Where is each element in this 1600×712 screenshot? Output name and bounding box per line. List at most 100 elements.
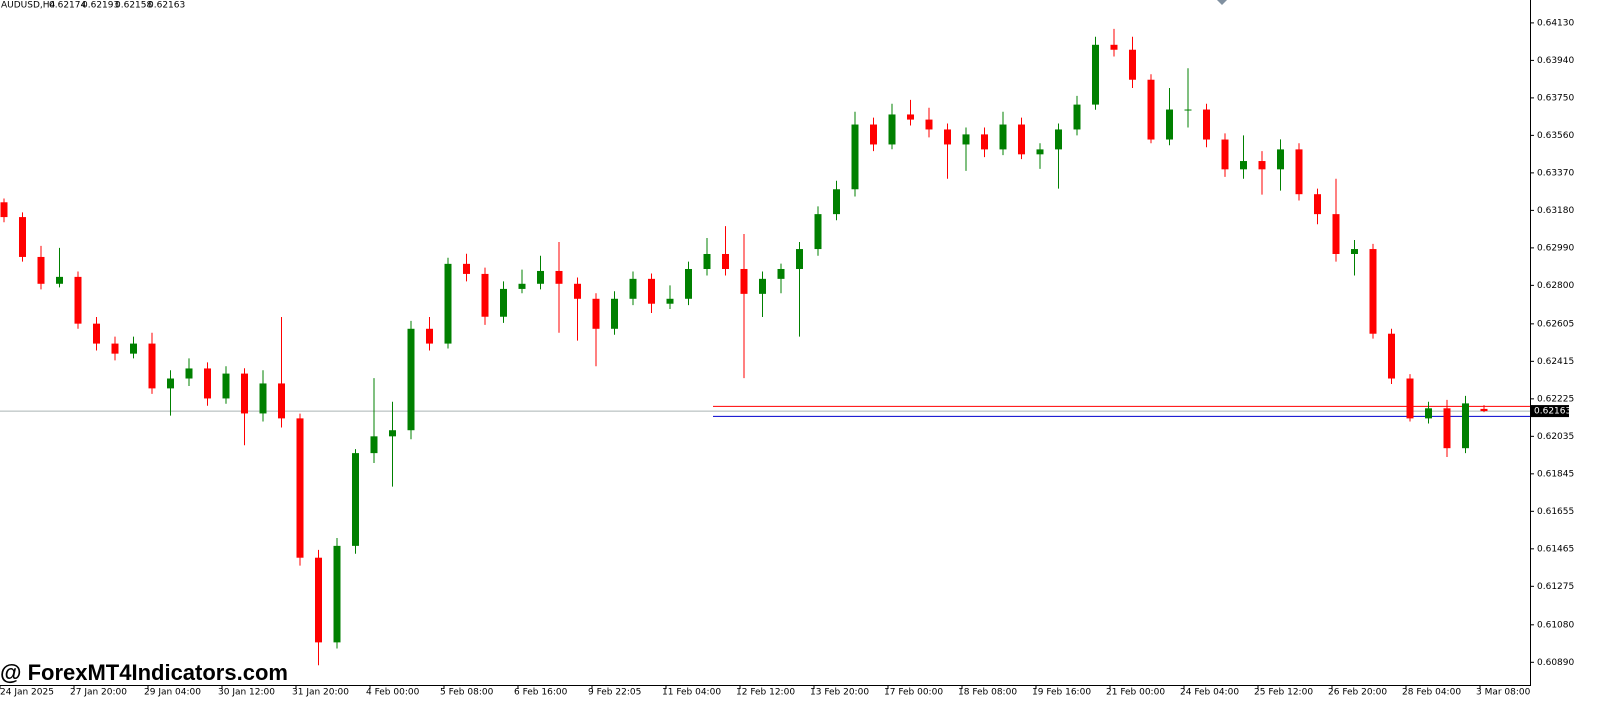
x-tick-label: 25 Feb 12:00: [1254, 688, 1313, 698]
candle-body: [315, 557, 322, 643]
y-tick-label: 0.61655: [1537, 507, 1574, 517]
ohlc-open: 0.62174: [49, 1, 86, 11]
candle-body: [1332, 214, 1340, 254]
candle-body: [814, 214, 822, 250]
candle-body: [352, 453, 359, 546]
candle-body: [833, 189, 840, 215]
candle-body: [444, 263, 452, 344]
candle-body: [1240, 161, 1247, 170]
candle-body: [1258, 161, 1266, 170]
x-tick-label: 29 Jan 04:00: [144, 688, 201, 698]
x-tick-label: 6 Feb 16:00: [514, 688, 568, 698]
y-tick-label: 0.62415: [1537, 357, 1574, 367]
x-tick-label: 3 Mar 08:00: [1476, 688, 1531, 698]
scroll-marker: [1217, 0, 1227, 5]
x-tick-label: 19 Feb 16:00: [1032, 688, 1091, 698]
price-tag: [1531, 405, 1569, 418]
x-tick-label: 5 Feb 08:00: [440, 688, 494, 698]
candle-body: [1480, 408, 1488, 412]
candle-body: [1092, 44, 1099, 105]
candle-body: [37, 256, 45, 284]
candle-body: [1110, 44, 1118, 50]
candle-body: [574, 283, 581, 299]
y-tick-label: 0.63750: [1537, 93, 1574, 103]
candle-body: [278, 383, 285, 419]
candle-body: [185, 368, 193, 379]
x-tick-label: 27 Jan 20:00: [70, 688, 127, 698]
candle-body: [1388, 333, 1395, 379]
candle-body: [1369, 249, 1377, 334]
candle-body: [1203, 109, 1210, 140]
candle-body: [19, 217, 26, 257]
candle-body: [888, 114, 896, 145]
candle-body: [666, 298, 674, 304]
candle-body: [481, 273, 489, 317]
x-tick-label: 28 Feb 04:00: [1402, 688, 1461, 698]
x-tick-label: 12 Feb 12:00: [736, 688, 795, 698]
candle-body: [981, 134, 988, 150]
ohlc-low: 0.62158: [115, 1, 152, 11]
candle-body: [167, 378, 174, 389]
x-tick-label: 26 Feb 20:00: [1328, 688, 1387, 698]
candle-body: [0, 202, 8, 218]
candle-body: [592, 298, 600, 329]
candle-body: [851, 124, 859, 190]
candle-body: [629, 278, 637, 299]
candle-body: [870, 124, 877, 145]
candle-body: [370, 436, 378, 454]
y-tick-label: 0.63940: [1537, 56, 1574, 66]
ohlc-high: 0.62193: [82, 1, 119, 11]
candle-body: [1314, 194, 1321, 215]
y-tick-label: 0.61275: [1537, 582, 1574, 592]
candle-body: [204, 368, 211, 399]
candle-body: [1129, 49, 1136, 80]
candle-body: [777, 268, 785, 279]
y-tick-label: 0.62800: [1537, 281, 1574, 291]
candle-body: [463, 263, 470, 274]
candle-body: [1184, 109, 1192, 111]
y-tick-label: 0.61845: [1537, 469, 1574, 479]
candle-body: [1295, 149, 1303, 195]
candle-body: [1443, 408, 1451, 449]
candle-body: [1277, 149, 1284, 170]
candle-body: [703, 253, 711, 269]
candle-body: [1221, 139, 1229, 170]
candle-body: [56, 276, 63, 284]
candle-body: [389, 430, 396, 437]
y-tick-label: 0.62605: [1537, 319, 1574, 329]
candle-body: [1425, 408, 1432, 419]
x-tick-label: 24 Jan 2025: [0, 688, 54, 698]
y-tick-label: 0.61080: [1537, 620, 1574, 630]
candle-body: [500, 288, 507, 317]
candle-body: [999, 124, 1007, 150]
candle-body: [1055, 129, 1062, 150]
candle-body: [1147, 79, 1155, 140]
candle-body: [111, 343, 119, 354]
candle-body: [241, 373, 248, 414]
price-tag-label: 0.62163: [1534, 407, 1571, 417]
candle-body: [1036, 149, 1044, 155]
candle-body: [722, 253, 729, 269]
candle-body: [426, 328, 433, 344]
candle-body: [74, 276, 82, 324]
ohlc-close: 0.62163: [148, 1, 185, 11]
x-tick-label: 30 Jan 12:00: [218, 688, 275, 698]
candle-body: [759, 278, 766, 294]
x-tick-label: 21 Feb 00:00: [1106, 688, 1165, 698]
candle-body: [1351, 249, 1358, 254]
x-tick-label: 17 Feb 00:00: [884, 688, 943, 698]
candle-body: [537, 270, 544, 284]
candle-body: [796, 249, 803, 269]
candle-body: [333, 545, 341, 643]
y-tick-label: 0.63370: [1537, 168, 1574, 178]
x-tick-label: 24 Feb 04:00: [1180, 688, 1239, 698]
y-tick-label: 0.62225: [1537, 394, 1574, 404]
candle-body: [1406, 378, 1414, 419]
y-tick-label: 0.63560: [1537, 131, 1574, 141]
candle-body: [518, 283, 526, 289]
x-tick-label: 31 Jan 20:00: [292, 688, 349, 698]
candle-body: [962, 134, 970, 145]
watermark: @ ForexMT4Indicators.com: [0, 660, 288, 685]
